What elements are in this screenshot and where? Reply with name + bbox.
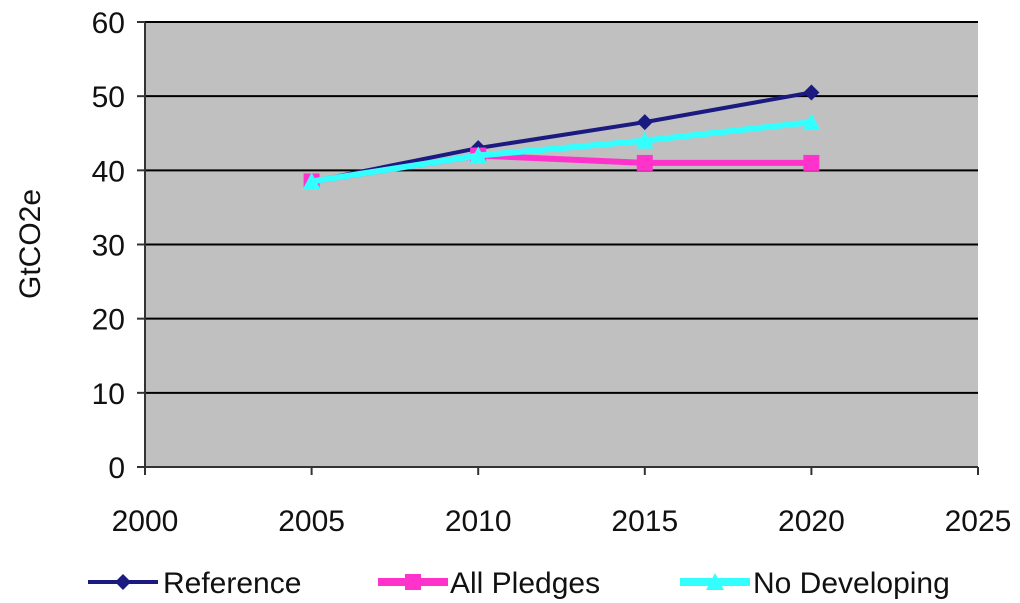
x-tick-label-2020: 2020	[778, 505, 845, 538]
x-tick-label-2015: 2015	[611, 505, 678, 538]
series-no-developing	[302, 113, 821, 190]
series-line-no-developing	[311, 119, 812, 185]
legend-item-no-developing: No Developing	[680, 567, 950, 600]
data-point-reference-2015	[636, 114, 653, 131]
legend-item-reference: Reference	[88, 567, 301, 600]
data-point-no-developing-2020	[802, 113, 821, 131]
y-tick-label-50: 50	[92, 81, 125, 114]
legend-marker-all-pledges	[405, 574, 421, 590]
axes	[137, 21, 979, 475]
gridlines	[145, 21, 978, 394]
data-point-all-pledges-2015	[636, 154, 653, 171]
data-point-no-developing-2010	[469, 146, 488, 164]
x-tick-label-2010: 2010	[445, 505, 512, 538]
legend: Reference All Pledges No Developing	[88, 567, 950, 600]
y-tick-label-0: 0	[108, 452, 125, 485]
y-tick-label-60: 60	[92, 7, 125, 40]
legend-label-all-pledges: All Pledges	[450, 567, 600, 600]
legend-label-reference: Reference	[163, 567, 301, 600]
y-tick-label-30: 30	[92, 230, 125, 263]
data-point-all-pledges-2020	[803, 154, 820, 171]
legend-marker-no-developing	[706, 573, 724, 590]
x-tick-label-2000: 2000	[112, 505, 179, 538]
y-tick-label-20: 20	[92, 304, 125, 337]
y-tick-labels: 0 10 20 30 40 50 60	[92, 7, 125, 485]
legend-marker-reference	[115, 574, 131, 590]
series-line-reference	[311, 90, 812, 184]
y-tick-label-40: 40	[92, 155, 125, 188]
legend-label-no-developing: No Developing	[753, 567, 950, 600]
data-point-no-developing-2005	[302, 172, 321, 190]
x-tick-labels: 2000 2005 2010 2015 2020 2025	[112, 505, 1012, 538]
x-tick-label-2005: 2005	[278, 505, 345, 538]
y-axis-title: GtCO2e	[14, 189, 47, 299]
data-point-no-developing-2015	[635, 131, 654, 149]
series-layer	[302, 84, 821, 190]
legend-item-all-pledges: All Pledges	[378, 567, 600, 600]
x-tick-label-2025: 2025	[945, 505, 1012, 538]
y-tick-label-10: 10	[92, 378, 125, 411]
data-point-reference-2020	[803, 84, 820, 101]
